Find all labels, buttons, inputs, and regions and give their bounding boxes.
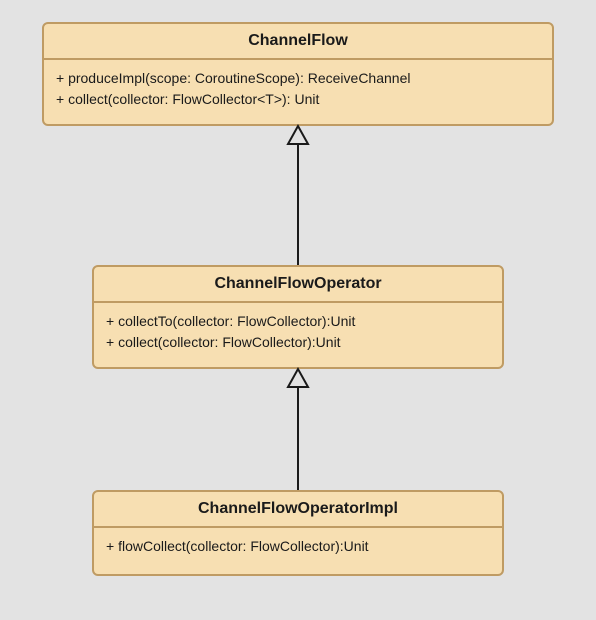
generalization-arrow xyxy=(288,369,308,490)
uml-class-channel-flow-operator: ChannelFlowOperator + collectTo(collector… xyxy=(92,265,504,369)
uml-class-members: + flowCollect(collector: FlowCollector):… xyxy=(94,528,502,567)
uml-diagram: ChannelFlow + produceImpl(scope: Coroutin… xyxy=(0,0,596,620)
uml-member: + collect(collector: FlowCollector):Unit xyxy=(106,332,490,353)
uml-member: + collect(collector: FlowCollector<T>): … xyxy=(56,89,540,110)
hollow-triangle-icon xyxy=(288,126,308,144)
generalization-arrow xyxy=(288,126,308,265)
uml-member: + collectTo(collector: FlowCollector):Un… xyxy=(106,311,490,332)
uml-class-title: ChannelFlow xyxy=(44,24,552,60)
uml-class-channel-flow: ChannelFlow + produceImpl(scope: Coroutin… xyxy=(42,22,554,126)
uml-member: + flowCollect(collector: FlowCollector):… xyxy=(106,536,490,557)
uml-class-members: + produceImpl(scope: CoroutineScope): Re… xyxy=(44,60,552,120)
uml-class-title: ChannelFlowOperatorImpl xyxy=(94,492,502,528)
uml-member: + produceImpl(scope: CoroutineScope): Re… xyxy=(56,68,540,89)
hollow-triangle-icon xyxy=(288,369,308,387)
uml-class-channel-flow-operator-impl: ChannelFlowOperatorImpl + flowCollect(col… xyxy=(92,490,504,576)
uml-class-title: ChannelFlowOperator xyxy=(94,267,502,303)
uml-class-members: + collectTo(collector: FlowCollector):Un… xyxy=(94,303,502,363)
